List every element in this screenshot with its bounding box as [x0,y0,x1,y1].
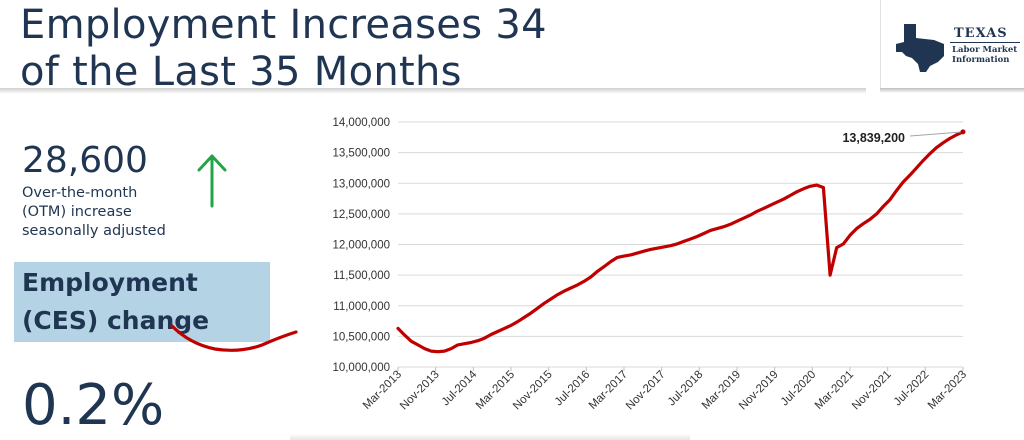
ces-line-1: Employment [22,268,198,297]
annotation-point [960,129,966,135]
logo-sub-line-2: Information [952,55,1010,65]
y-tick-label: 13,500,000 [332,148,390,160]
title-divider [0,88,866,94]
x-tick-label: Mar-2021 [813,369,856,412]
title-line-2: of the Last 35 Months [20,49,462,95]
texas-map-icon [896,24,944,72]
x-tick-label: Nov-2019 [737,369,781,413]
annotation-label: 13,839,200 [842,131,905,145]
x-tick-label: Jul-2016 [553,369,593,409]
otm-line-1: Over-the-month [22,185,138,201]
x-tick-label: Jul-2020 [779,369,819,409]
x-tick-label: Mar-2019 [700,369,743,412]
bottom-divider [290,434,690,440]
x-tick-label: Jul-2018 [666,369,706,409]
page-title: Employment Increases 34 of the Last 35 M… [20,2,547,96]
x-tick-label: Mar-2017 [587,369,630,412]
logo-sub-line-1: Labor Market [952,45,1018,55]
otm-line-2: (OTM) increase [22,204,132,220]
y-tick-label: 11,500,000 [333,270,390,282]
up-arrow-icon [197,154,227,208]
series-start-segment [170,324,298,352]
y-tick-label: 14,000,000 [332,117,390,129]
logo-rule [950,42,1020,43]
x-tick-label: Nov-2017 [624,369,668,413]
y-tick-label: 10,500,000 [332,331,390,343]
x-tick-label: Mar-2023 [926,369,969,412]
ces-highlight-box [14,262,270,342]
percent-change: 0.2% [22,373,165,438]
otm-value: 28,600 [22,140,148,181]
y-tick-label: 12,500,000 [332,209,390,221]
y-tick-label: 13,000,000 [332,178,390,190]
y-tick-label: 11,000,000 [333,301,390,313]
otm-description: Over-the-month (OTM) increase seasonally… [22,184,166,241]
title-line-1: Employment Increases 34 [20,2,547,48]
x-tick-label: Mar-2015 [474,369,517,412]
x-tick-label: Nov-2021 [850,369,894,413]
logo-subtitle: Labor Market Information [952,45,1017,65]
logo-brand: TEXAS [954,26,1008,41]
x-tick-label: Jul-2022 [892,369,932,409]
annotation-leader [909,131,964,137]
x-tick-label: Nov-2013 [398,369,442,413]
y-tick-label: 12,000,000 [332,240,390,252]
x-tick-label: Mar-2013 [361,369,404,412]
otm-line-3: seasonally adjusted [22,223,166,239]
logo-divider [880,88,1024,93]
employment-series-line [396,130,965,354]
y-tick-label: 10,000,000 [332,362,390,374]
x-tick-label: Nov-2015 [511,369,555,413]
